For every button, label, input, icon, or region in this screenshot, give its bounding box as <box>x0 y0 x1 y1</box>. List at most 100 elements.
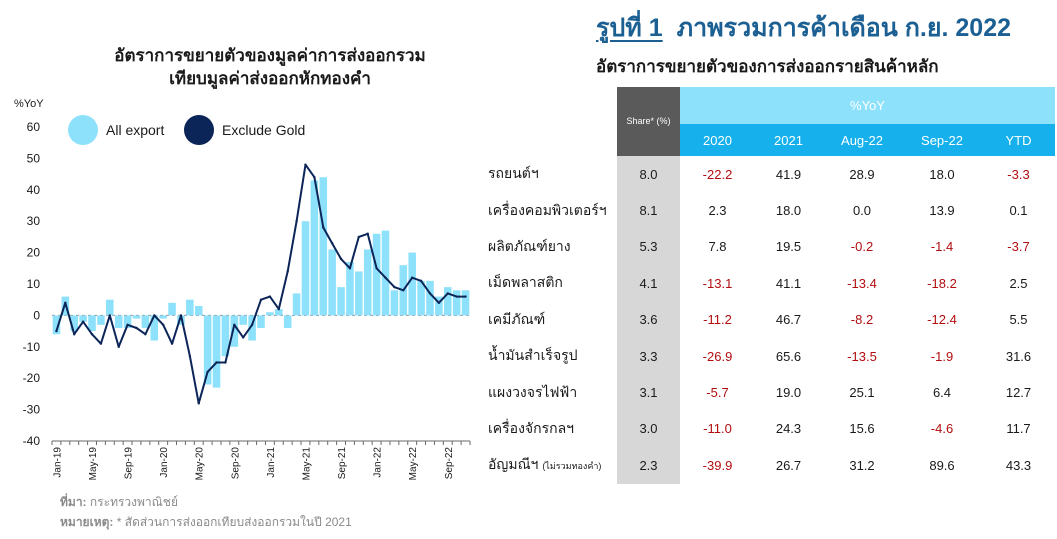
export-products-table: Share* (%) %YoY 2020 2021 Aug-22 Sep-22 … <box>485 87 1055 484</box>
table-row: เม็ดพลาสติก 4.1 -13.1 41.1 -13.4 -18.2 2.5 <box>485 265 1055 302</box>
point-exclude-gold <box>233 323 236 327</box>
bar-all-export <box>194 305 203 316</box>
point-exclude-gold <box>188 355 192 358</box>
value-cell: 19.0 <box>775 385 802 401</box>
x-tick-label: May-21 <box>301 447 312 481</box>
point-exclude-gold <box>64 301 67 305</box>
yoy-header: %YoY <box>680 87 1055 124</box>
value-cell: 12.7 <box>1005 385 1032 401</box>
point-exclude-gold <box>339 257 343 261</box>
value-cell: -1.4 <box>930 239 954 255</box>
point-exclude-gold <box>348 267 352 270</box>
y-tick-label: 10 <box>27 277 41 291</box>
share-cell: 4.1 <box>617 265 680 302</box>
legend-exclude-gold-label: Exclude Gold <box>222 122 306 138</box>
bar-all-export <box>141 315 150 328</box>
table-row: ผลิตภัณฑ์ยาง 5.3 7.8 19.5 -0.2 -1.4 -3.7 <box>485 228 1055 266</box>
point-exclude-gold <box>90 333 94 336</box>
value-cell: -13.5 <box>847 348 877 364</box>
row-label-text: เครื่องจักรกลฯ <box>488 419 575 436</box>
bar-all-export <box>203 315 212 385</box>
chart-title-line2: เทียบมูลค่าส่งออกหักทองคำ <box>169 69 371 88</box>
x-tick-label: May-22 <box>408 447 419 481</box>
bar-all-export <box>355 271 363 316</box>
value-cell: 89.6 <box>929 457 955 473</box>
point-exclude-gold <box>357 235 361 239</box>
point-exclude-gold <box>277 307 280 311</box>
point-exclude-gold <box>99 342 103 345</box>
footnote-label: หมายเหตุ: <box>60 515 114 529</box>
point-exclude-gold <box>393 285 396 289</box>
value-cell: -3.7 <box>1007 239 1030 255</box>
table-row: น้ำมันสำเร็จรูป 3.3 -26.9 65.6 -13.5 -1.9 31.6 <box>485 337 1055 375</box>
legend-all-export-label: All export <box>106 122 165 138</box>
export-growth-chart: %YoY -40 -30 -20 -10 0 10 20 30 40 50 60 Jan-19 May-1… <box>14 98 471 481</box>
point-exclude-gold <box>446 292 449 295</box>
table-corner-2 <box>485 124 617 156</box>
bar-all-export <box>239 315 247 325</box>
row-label: เคมีภัณฑ์ <box>485 302 617 338</box>
y-tick-label: 40 <box>27 183 41 197</box>
table-row: อัญมณีฯ (ไม่รวมทองคำ) 2.3 -39.9 26.7 31.2 89.… <box>485 447 1055 484</box>
bar-all-export <box>70 315 79 332</box>
source-note: ที่มา: กระทรวงพาณิชย์ <box>60 493 178 512</box>
point-exclude-gold <box>170 342 174 345</box>
bar-all-export <box>328 249 336 316</box>
point-exclude-gold <box>330 241 334 245</box>
value-cell: 31.2 <box>849 457 875 473</box>
x-tick-label: Jan-22 <box>373 447 384 478</box>
bar-all-export <box>337 287 345 316</box>
row-label: แผงวงจรไฟฟ้า <box>485 374 617 410</box>
bar-all-export <box>435 296 443 316</box>
share-cell: 2.3 <box>617 447 680 484</box>
value-cell: 19.5 <box>775 239 802 255</box>
table-row: รถยนต์ฯ 8.0 -22.2 41.9 28.9 18.0 -3.3 <box>485 156 1055 193</box>
value-cell: 41.9 <box>775 166 802 182</box>
point-exclude-gold <box>384 276 387 279</box>
x-tick-label: Sep-19 <box>124 447 135 480</box>
bar-all-export <box>79 315 87 322</box>
value-cell: -18.2 <box>927 275 957 291</box>
table-title: อัตราการขยายตัวของการส่งออกรายสินค้าหลัก <box>596 57 939 76</box>
y-tick-label: -20 <box>23 371 41 385</box>
point-exclude-gold <box>419 279 423 283</box>
bar-all-export <box>230 315 239 347</box>
value-cell: -13.1 <box>702 275 733 291</box>
point-exclude-gold <box>224 361 227 364</box>
point-exclude-gold <box>268 295 272 298</box>
bar-all-export <box>221 315 230 357</box>
point-exclude-gold <box>144 333 147 336</box>
point-exclude-gold <box>464 295 467 298</box>
row-label: เม็ดพลาสติก <box>485 265 617 301</box>
x-tick-label: Jan-19 <box>52 447 63 478</box>
value-cell: 6.4 <box>932 385 952 401</box>
bar-all-export <box>177 315 185 325</box>
source-label: ที่มา: <box>60 495 87 509</box>
column-header-2020: 2020 <box>680 124 755 156</box>
bar-all-export <box>257 315 265 328</box>
bar-all-export <box>301 221 310 316</box>
point-exclude-gold <box>259 298 263 301</box>
value-cell: 2.5 <box>1009 275 1028 291</box>
bar-all-export <box>372 233 381 316</box>
value-cell: 41.1 <box>775 275 802 291</box>
x-tick-label: Jan-21 <box>266 447 277 478</box>
table-row: เคมีภัณฑ์ 3.6 -11.2 46.7 -8.2 -12.4 5.5 <box>485 301 1055 338</box>
bar-all-export <box>408 252 416 316</box>
point-exclude-gold <box>197 402 200 405</box>
point-exclude-gold <box>366 232 369 235</box>
point-exclude-gold <box>206 370 209 374</box>
value-cell: 0.1 <box>1009 203 1028 219</box>
value-cell: 26.7 <box>775 457 802 473</box>
legend-exclude-gold: Exclude Gold <box>184 115 305 145</box>
share-cell: 5.3 <box>617 228 680 266</box>
column-header-sep22: Sep-22 <box>902 124 982 156</box>
table-corner <box>485 87 617 124</box>
point-exclude-gold <box>135 326 138 330</box>
value-cell: -12.4 <box>927 312 957 328</box>
bar-all-export <box>150 315 159 341</box>
y-tick-label: 50 <box>27 151 41 165</box>
value-cell: 28.9 <box>849 166 875 182</box>
figure-number: รูปที่ 1 <box>596 14 663 42</box>
bar-all-export <box>346 262 354 316</box>
